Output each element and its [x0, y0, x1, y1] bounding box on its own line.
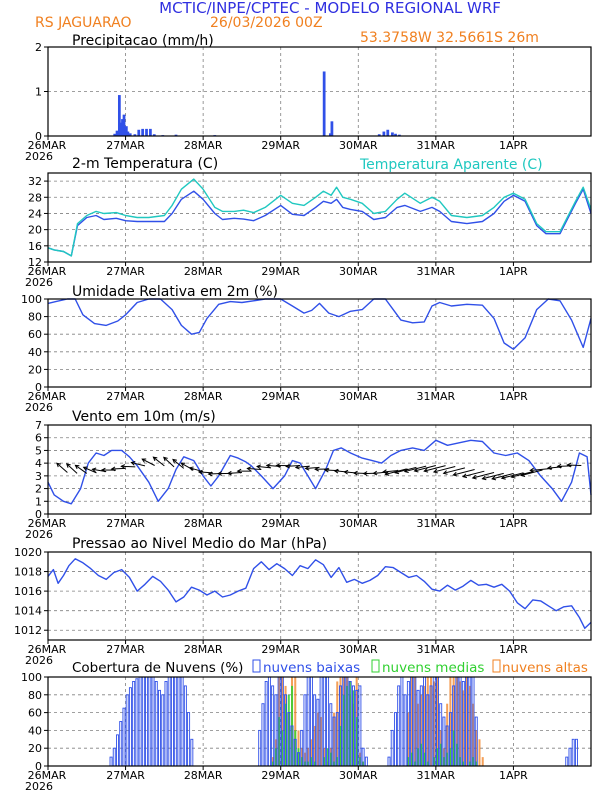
cloud-year-label: 2026	[25, 780, 53, 792]
precip-xtick-label: 27MAR	[106, 139, 145, 152]
precip-xtick-label: 30MAR	[339, 139, 378, 152]
wind-xtick-label: 31MAR	[417, 517, 456, 530]
wind-ytick-label: 4	[35, 457, 42, 470]
humidity-ytick-label: 20	[28, 363, 42, 376]
cloud-title: Cobertura de Nuvens (%)	[72, 660, 243, 676]
cloud-xtick-label: 29MAR	[261, 769, 300, 782]
station-name: RS JAGUARAO	[35, 15, 131, 31]
temp-xtick-label: 27MAR	[106, 265, 145, 278]
wind-ytick-label: 3	[35, 470, 42, 483]
temp-ytick-label: 16	[28, 240, 42, 253]
pressure-xtick-label: 27MAR	[106, 643, 145, 656]
humidity-xtick-label: 31MAR	[417, 390, 456, 403]
pressure-title: Pressao ao Nivel Medio do Mar (hPa)	[72, 536, 327, 552]
pressure-ytick-label: 1012	[14, 624, 42, 637]
precip-ytick-label: 2	[35, 41, 42, 54]
precip-bar	[145, 129, 148, 136]
wind-arrow	[112, 468, 126, 469]
precip-xtick-label: 28MAR	[184, 139, 223, 152]
pressure-ytick-label: 1018	[14, 566, 42, 579]
humidity-ytick-label: 60	[28, 328, 42, 341]
temp-ytick-label: 28	[28, 191, 42, 204]
run-time: 26/03/2026 00Z	[210, 15, 323, 31]
pressure-ytick-label: 1014	[14, 605, 42, 618]
humidity-year-label: 2026	[25, 401, 53, 414]
temp-ytick-label: 20	[28, 224, 42, 237]
cloud-xtick-label: 31MAR	[417, 769, 456, 782]
temp-year-label: 2026	[25, 276, 53, 289]
precip-bar	[149, 129, 152, 136]
station-coords: 53.3758W 32.5661S 26m	[360, 30, 539, 46]
precip-bar	[323, 71, 326, 136]
precip-ytick-label: 1	[35, 86, 42, 99]
temp-xtick-label: 28MAR	[184, 265, 223, 278]
humidity-ytick-label: 40	[28, 346, 42, 359]
legend-mid-clouds: nuvens medias	[382, 660, 484, 676]
cloud-xtick-label: 30MAR	[339, 769, 378, 782]
wind-xtick-label: 28MAR	[184, 517, 223, 530]
precip-bar	[386, 130, 389, 136]
cloud-bar-high	[478, 739, 480, 766]
temp-ytick-label: 32	[28, 175, 42, 188]
pressure-xtick-label: 1APR	[499, 643, 528, 656]
cloud-ytick-label: 60	[28, 707, 42, 720]
wind-ytick-label: 6	[35, 432, 42, 445]
humidity-ytick-label: 80	[28, 311, 42, 324]
wind-title: Vento em 10m (m/s)	[72, 409, 216, 425]
temp-title: 2-m Temperatura (C)	[72, 156, 218, 172]
humidity-title: Umidade Relativa em 2m (%)	[72, 284, 278, 300]
humidity-xtick-label: 29MAR	[261, 390, 300, 403]
humidity-xtick-label: 30MAR	[339, 390, 378, 403]
precip-xtick-label: 1APR	[499, 139, 528, 152]
pressure-xtick-label: 29MAR	[261, 643, 300, 656]
pressure-xtick-label: 31MAR	[417, 643, 456, 656]
cloud-xtick-label: 1APR	[499, 769, 528, 782]
pressure-ytick-label: 1020	[14, 546, 42, 559]
precip-bar	[137, 130, 140, 136]
humidity-xtick-label: 28MAR	[184, 390, 223, 403]
precip-xtick-label: 31MAR	[417, 139, 456, 152]
pressure-xtick-label: 30MAR	[339, 643, 378, 656]
wind-year-label: 2026	[25, 528, 53, 541]
pressure-ytick-label: 1016	[14, 585, 42, 598]
precip-bar	[331, 121, 334, 136]
cloud-bar-high	[482, 757, 484, 766]
precip-bar	[141, 129, 144, 136]
cloud-ytick-label: 40	[28, 724, 42, 737]
cloud-xtick-label: 28MAR	[184, 769, 223, 782]
cloud-ytick-label: 100	[21, 671, 42, 684]
temp-xtick-label: 29MAR	[261, 265, 300, 278]
wind-arrow	[121, 466, 135, 467]
temp-xtick-label: 30MAR	[339, 265, 378, 278]
wind-arrow	[567, 465, 581, 466]
cloud-ytick-label: 80	[28, 689, 42, 702]
temp-ytick-label: 24	[28, 207, 42, 220]
temp-apparent-legend: Temperatura Aparente (C)	[359, 157, 543, 173]
temp-xtick-label: 1APR	[499, 265, 528, 278]
pressure-xtick-label: 28MAR	[184, 643, 223, 656]
precip-year-label: 2026	[25, 150, 53, 163]
wind-ytick-label: 5	[35, 444, 42, 457]
cloud-ytick-label: 20	[28, 742, 42, 755]
wind-xtick-label: 29MAR	[261, 517, 300, 530]
wind-xtick-label: 27MAR	[106, 517, 145, 530]
wind-xtick-label: 30MAR	[339, 517, 378, 530]
humidity-ytick-label: 100	[21, 293, 42, 306]
wind-ytick-label: 7	[35, 419, 42, 432]
wind-xtick-label: 1APR	[499, 517, 528, 530]
precip-xtick-label: 29MAR	[261, 139, 300, 152]
legend-low-clouds: nuvens baixas	[263, 660, 360, 676]
precip-bar	[383, 132, 386, 136]
wind-ytick-label: 1	[35, 495, 42, 508]
wind-ytick-label: 2	[35, 483, 42, 496]
cloud-xtick-label: 27MAR	[106, 769, 145, 782]
pressure-year-label: 2026	[25, 654, 53, 667]
temp-xtick-label: 31MAR	[417, 265, 456, 278]
humidity-xtick-label: 27MAR	[106, 390, 145, 403]
humidity-xtick-label: 1APR	[499, 390, 528, 403]
legend-high-clouds: nuvens altas	[502, 660, 588, 676]
